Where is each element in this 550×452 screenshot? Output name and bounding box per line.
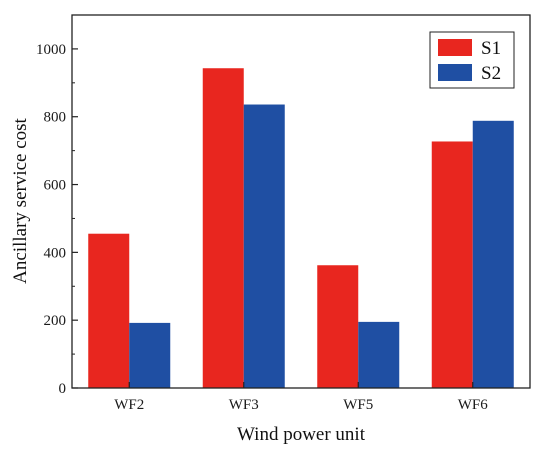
bar-s1-wf5: [317, 265, 359, 388]
y-tick-label: 1000: [36, 42, 66, 58]
bar-s2-wf5: [358, 321, 400, 388]
bar-s1-wf2: [88, 233, 130, 388]
bar-s2-wf6: [472, 120, 514, 389]
legend: S1 S2: [429, 31, 515, 89]
x-tick-label: WF2: [114, 397, 144, 413]
legend-label-s2: S2: [481, 63, 501, 84]
bar-s1-wf3: [202, 68, 244, 388]
bar-s1-wf6: [431, 141, 473, 388]
y-tick-label: 200: [44, 313, 67, 329]
plot-frame: [71, 14, 531, 389]
legend-swatch-s2: [438, 64, 472, 81]
x-axis-title: Wind power unit: [237, 424, 366, 445]
legend-label-s1: S1: [481, 38, 501, 59]
x-tick-label: WF5: [343, 397, 373, 413]
x-tick-label: WF3: [229, 397, 259, 413]
y-tick-label: 0: [59, 381, 67, 397]
x-tick-label: WF6: [458, 397, 489, 413]
legend-swatch-s1: [438, 39, 472, 56]
y-tick-label: 400: [44, 245, 67, 261]
bar-s2-wf2: [129, 322, 171, 388]
ticks-group: WF2 WF3 WF5 WF6 0 200 400 600 800 1000: [36, 42, 488, 413]
y-axis-title: Ancillary service cost: [10, 117, 31, 283]
y-tick-label: 600: [44, 178, 67, 194]
y-tick-label: 800: [44, 110, 67, 126]
bars-group: [88, 68, 514, 389]
bar-s2-wf3: [243, 104, 285, 389]
